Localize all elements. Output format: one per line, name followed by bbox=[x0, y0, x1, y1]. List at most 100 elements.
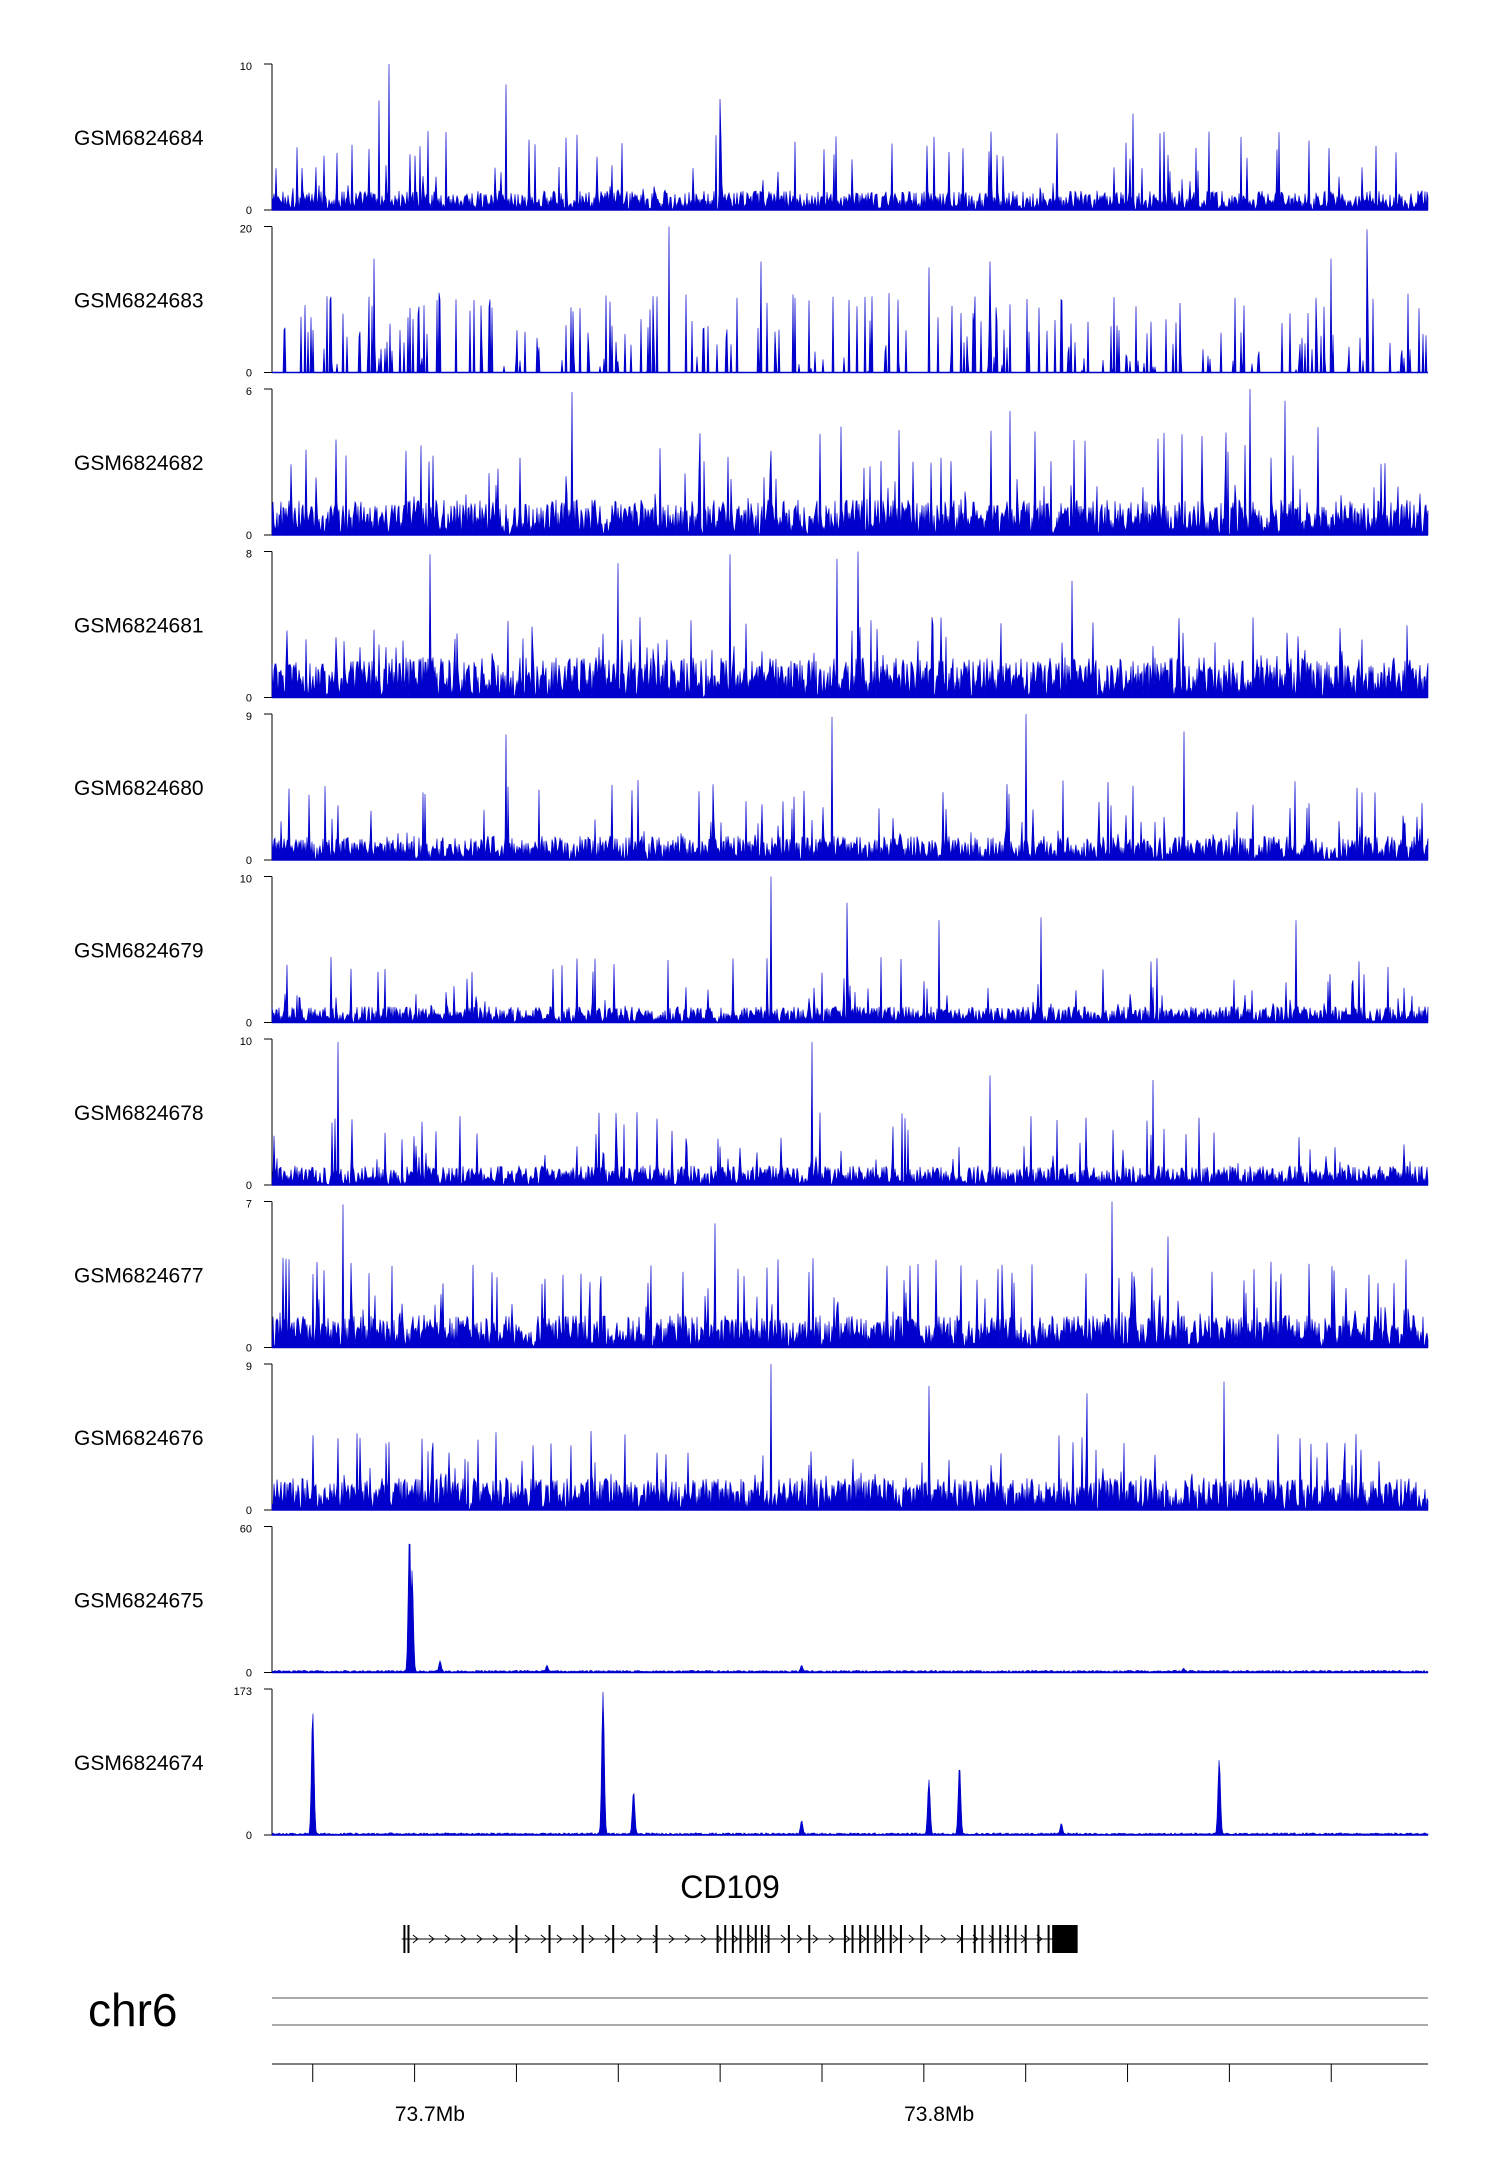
y-max-label: 9 bbox=[246, 711, 252, 723]
exon bbox=[754, 1925, 757, 1953]
track-label: GSM6824675 bbox=[74, 1590, 204, 1613]
strand-arrow bbox=[668, 1934, 675, 1944]
exon bbox=[716, 1925, 719, 1953]
gene-annotation-track: CD109 bbox=[401, 1869, 1078, 1953]
y-min-label: 0 bbox=[246, 693, 252, 705]
y-max-label: 173 bbox=[234, 1686, 252, 1698]
y-min-label: 0 bbox=[246, 368, 252, 380]
strand-arrow bbox=[476, 1934, 483, 1944]
chromosome-label: chr6 bbox=[88, 1984, 177, 2036]
track-GSM6824680: GSM6824680 9 0 bbox=[74, 711, 1429, 867]
gene-name-label: CD109 bbox=[680, 1869, 780, 1905]
y-max-label: 60 bbox=[240, 1524, 252, 1536]
y-max-label: 6 bbox=[246, 386, 252, 398]
strand-arrow bbox=[636, 1934, 643, 1944]
exon bbox=[843, 1925, 846, 1953]
y-min-label: 0 bbox=[246, 1830, 252, 1842]
y-min-label: 0 bbox=[246, 1018, 252, 1030]
chromosome-axis-track: chr6 73.7Mb 73.8Mb bbox=[88, 1984, 1428, 2126]
coverage-area bbox=[271, 1691, 1429, 1836]
track-GSM6824676: GSM6824676 9 0 bbox=[74, 1361, 1429, 1517]
strand-arrow bbox=[988, 1934, 995, 1944]
exon bbox=[1037, 1925, 1040, 1953]
strand-arrow bbox=[940, 1934, 947, 1944]
coverage-area bbox=[271, 713, 1429, 861]
strand-arrow bbox=[812, 1934, 819, 1944]
strand-arrow bbox=[764, 1934, 771, 1944]
strand-arrow bbox=[492, 1934, 499, 1944]
exon bbox=[767, 1925, 770, 1953]
exon bbox=[973, 1925, 976, 1953]
strand-arrow bbox=[860, 1934, 867, 1944]
strand-arrow bbox=[444, 1934, 451, 1944]
exon bbox=[612, 1925, 615, 1953]
strand-arrow bbox=[604, 1934, 611, 1944]
strand-arrow bbox=[652, 1934, 659, 1944]
coverage-area bbox=[272, 226, 1428, 374]
strand-arrow bbox=[524, 1934, 531, 1944]
track-GSM6824684: GSM6824684 10 0 bbox=[74, 61, 1429, 217]
exon bbox=[859, 1925, 862, 1953]
strand-arrow bbox=[508, 1934, 515, 1944]
y-min-label: 0 bbox=[246, 1343, 252, 1355]
strand-arrow bbox=[796, 1934, 803, 1944]
strand-arrow bbox=[1004, 1934, 1011, 1944]
strand-arrow bbox=[540, 1934, 547, 1944]
strand-arrow bbox=[684, 1934, 691, 1944]
strand-arrow bbox=[572, 1934, 579, 1944]
exon bbox=[787, 1925, 790, 1953]
track-GSM6824679: GSM6824679 10 0 bbox=[74, 874, 1429, 1030]
exon bbox=[961, 1925, 964, 1953]
track-GSM6824682: GSM6824682 6 0 bbox=[74, 386, 1429, 542]
track-label: GSM6824684 bbox=[74, 127, 204, 150]
x-tick-label: 73.8Mb bbox=[904, 2103, 974, 2126]
y-max-label: 7 bbox=[246, 1199, 252, 1211]
strand-arrow bbox=[588, 1934, 595, 1944]
strand-arrow bbox=[620, 1934, 627, 1944]
strand-arrow bbox=[924, 1934, 931, 1944]
exon bbox=[889, 1925, 892, 1953]
coverage-area bbox=[271, 1363, 1429, 1511]
strand-arrow bbox=[732, 1934, 739, 1944]
coverage-area bbox=[271, 551, 1429, 698]
y-max-label: 10 bbox=[240, 61, 252, 73]
strand-arrow bbox=[748, 1934, 755, 1944]
exon bbox=[548, 1925, 551, 1953]
exon bbox=[851, 1925, 854, 1953]
coverage-area bbox=[271, 1201, 1429, 1348]
exon bbox=[808, 1925, 811, 1953]
track-label: GSM6824677 bbox=[74, 1265, 204, 1288]
strand-arrow bbox=[892, 1934, 899, 1944]
exon-utr-block bbox=[1052, 1925, 1078, 1953]
track-label: GSM6824680 bbox=[74, 777, 204, 800]
strand-arrow bbox=[556, 1934, 563, 1944]
track-GSM6824678: GSM6824678 10 0 bbox=[74, 1036, 1429, 1192]
y-min-label: 0 bbox=[246, 1505, 252, 1517]
track-label: GSM6824681 bbox=[74, 615, 204, 638]
exon bbox=[747, 1925, 750, 1953]
exon bbox=[407, 1925, 410, 1953]
exon bbox=[899, 1925, 902, 1953]
exon bbox=[655, 1925, 658, 1953]
strand-arrow bbox=[700, 1934, 707, 1944]
exon bbox=[1014, 1925, 1017, 1953]
y-min-label: 0 bbox=[246, 855, 252, 867]
exon bbox=[999, 1925, 1002, 1953]
y-min-label: 0 bbox=[246, 205, 252, 217]
track-label: GSM6824679 bbox=[74, 940, 204, 963]
exon bbox=[874, 1925, 877, 1953]
exon bbox=[1006, 1925, 1009, 1953]
exon bbox=[731, 1925, 734, 1953]
coverage-area bbox=[271, 1041, 1429, 1187]
track-label: GSM6824678 bbox=[74, 1102, 204, 1125]
exon bbox=[991, 1925, 994, 1953]
y-max-label: 10 bbox=[240, 874, 252, 886]
strand-arrow bbox=[460, 1934, 467, 1944]
y-min-label: 0 bbox=[246, 1180, 252, 1192]
coverage-area bbox=[271, 63, 1429, 211]
strand-arrow bbox=[844, 1934, 851, 1944]
strand-arrow bbox=[428, 1934, 435, 1944]
exon bbox=[739, 1925, 742, 1953]
y-max-label: 20 bbox=[240, 224, 252, 236]
